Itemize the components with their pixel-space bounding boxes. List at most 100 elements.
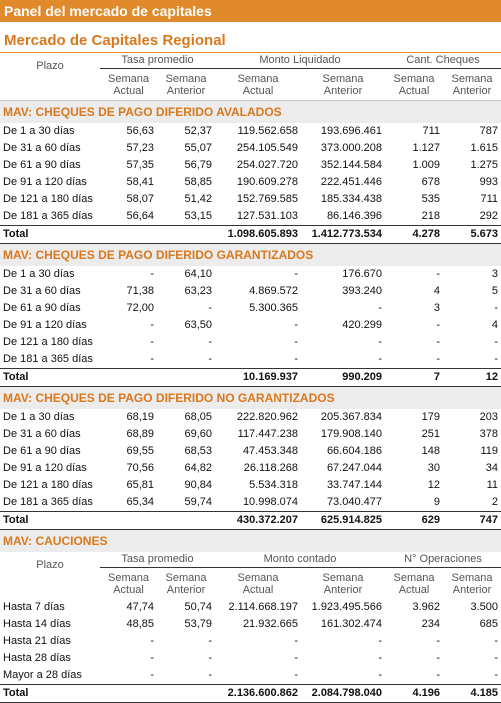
total-label: Total <box>0 684 100 703</box>
cell: 179.908.140 <box>320 428 382 440</box>
row-label: De 121 a 180 días <box>3 336 93 348</box>
data-row: De 61 a 90 días 69,55 68,53 47.453.348 66.60… <box>0 443 501 460</box>
cell: 11 <box>486 479 499 491</box>
sub-header: Semana Actual <box>100 69 157 101</box>
cell: 127.531.103 <box>236 210 298 222</box>
cell: - <box>208 336 212 348</box>
total-label: Total <box>0 511 100 530</box>
cell: - <box>150 336 154 348</box>
cell: 378 <box>479 428 499 440</box>
empty-cell <box>100 368 157 387</box>
cell: 205.367.834 <box>320 411 382 423</box>
row-label: Hasta 7 días <box>3 601 65 613</box>
row-label: De 31 a 60 días <box>3 142 81 154</box>
total-cell: 10.169.937 <box>215 368 301 387</box>
cell: 64,10 <box>184 268 212 280</box>
cell: - <box>378 302 382 314</box>
cell: - <box>436 336 440 348</box>
total-label: Total <box>0 368 100 387</box>
section-row: MAV: CAUCIONES <box>0 529 501 552</box>
data-row: De 181 a 365 días 56,64 53,15 127.531.103 86… <box>0 208 501 226</box>
data-row: De 61 a 90 días 72,00 - 5.300.365 - 3 - <box>0 300 501 317</box>
cell: 53,79 <box>184 618 212 630</box>
cell: - <box>294 336 298 348</box>
sub-header-text: Semana Anterior <box>165 72 207 97</box>
data-row: De 31 a 60 días 71,38 63,23 4.869.572 393.24… <box>0 283 501 300</box>
cell: 119 <box>480 445 499 457</box>
cell: 71,38 <box>126 285 154 297</box>
data-row: De 1 a 30 días 56,63 52,37 119.562.658 193.6… <box>0 123 501 140</box>
data-row: De 121 a 180 días - - - - - - <box>0 334 501 351</box>
cell: - <box>294 635 298 647</box>
cell: - <box>150 268 154 280</box>
total-row: Total 2.136.600.862 2.084.798.040 4.196 4.18… <box>0 684 501 703</box>
cell: - <box>150 669 154 681</box>
cell: - <box>208 353 212 365</box>
cell: 3 <box>491 268 499 280</box>
cell: 64,82 <box>184 462 212 474</box>
cell: - <box>436 268 440 280</box>
total-cell: 4.196 <box>385 684 443 703</box>
cell: 393.240 <box>342 285 382 297</box>
data-row: De 121 a 180 días 58,07 51,42 152.769.585 18… <box>0 191 501 208</box>
cell: 117.447.238 <box>237 428 298 440</box>
row-label: De 31 a 60 días <box>3 285 81 297</box>
cell: 56,79 <box>184 159 212 171</box>
cell: - <box>294 268 298 280</box>
cell: 51,42 <box>184 193 212 205</box>
total-cell: 2.084.798.040 <box>301 684 385 703</box>
cell: 52,37 <box>184 125 212 137</box>
cell: 993 <box>479 176 499 188</box>
data-row: De 1 a 30 días - 64,10 - 176.670 - 3 <box>0 266 501 283</box>
cell: - <box>294 319 298 331</box>
cell: 68,53 <box>184 445 212 457</box>
total-cell: 747 <box>443 511 501 530</box>
cell: - <box>150 652 154 664</box>
plazo-header: Plazo <box>36 559 64 571</box>
data-row: Hasta 14 días 48,85 53,79 21.932.665 161.302… <box>0 616 501 633</box>
cell: 193.696.461 <box>320 125 382 137</box>
cell: 72,00 <box>126 302 154 314</box>
group-header: Tasa promedio <box>100 53 215 69</box>
section-row: MAV: CHEQUES DE PAGO DIFERIDO GARANTIZAD… <box>0 243 501 266</box>
sub-header-text: Semana Anterior <box>451 72 493 97</box>
row-label: De 61 a 90 días <box>3 302 81 314</box>
data-row: De 91 a 120 días - 63,50 - 420.299 - 4 <box>0 317 501 334</box>
sub-header-text: Semana Actual <box>108 72 149 97</box>
total-cell: 1.098.605.893 <box>215 225 301 244</box>
data-row: De 1 a 30 días 68,19 68,05 222.820.962 205.3… <box>0 409 501 426</box>
cell: 176.670 <box>342 268 382 280</box>
section-row: MAV: CHEQUES DE PAGO DIFERIDO AVALADOS <box>0 100 501 123</box>
cell: - <box>150 353 154 365</box>
total-label: Total <box>0 225 100 244</box>
sub-header-text: Semana Actual <box>393 72 435 97</box>
sub-header-text: Semana Actual <box>237 571 279 596</box>
cell: 63,23 <box>184 285 212 297</box>
total-cell: 629 <box>385 511 443 530</box>
data-row: De 31 a 60 días 57,23 55,07 254.105.549 373.… <box>0 140 501 157</box>
cell: 254.027.720 <box>236 159 298 171</box>
cell: - <box>208 635 212 647</box>
sub-header-text: Semana Anterior <box>322 571 364 596</box>
empty-cell <box>100 225 157 244</box>
group-header: Cant. Cheques <box>385 53 501 69</box>
cell: 711 <box>480 193 499 205</box>
cell: - <box>208 652 212 664</box>
total-cell: 2.136.600.862 <box>215 684 301 703</box>
cell: - <box>436 635 440 647</box>
row-label: Hasta 14 días <box>3 618 71 630</box>
row-label: De 61 a 90 días <box>3 445 81 457</box>
cell: 535 <box>421 193 440 205</box>
cell: 33.747.144 <box>326 479 382 491</box>
cell: 2 <box>491 496 499 508</box>
empty-cell <box>157 511 215 530</box>
empty-cell <box>157 225 215 244</box>
sub-header: Semana Anterior <box>443 568 501 600</box>
cell: - <box>378 353 382 365</box>
cell: 58,41 <box>126 176 154 188</box>
section-title: MAV: CHEQUES DE PAGO DIFERIDO GARANTIZAD… <box>0 243 501 266</box>
sub-header: Semana Actual <box>385 69 443 101</box>
subtitle: Mercado de Capitales Regional <box>0 22 501 53</box>
cell: - <box>494 635 499 647</box>
row-label: De 91 a 120 días <box>3 319 87 331</box>
